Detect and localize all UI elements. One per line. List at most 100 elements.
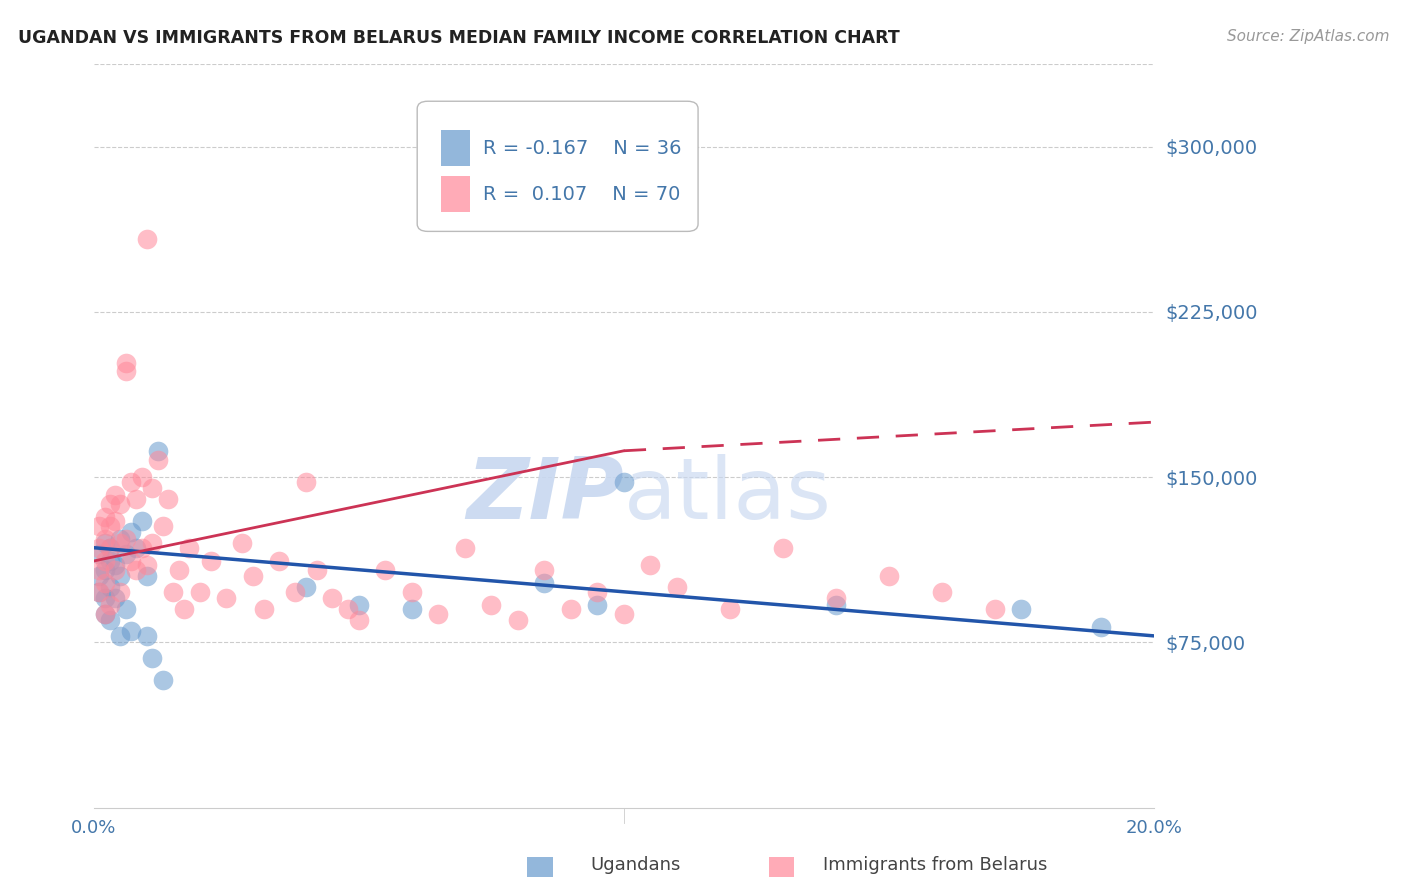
Text: Ugandans: Ugandans xyxy=(591,855,681,873)
Text: Immigrants from Belarus: Immigrants from Belarus xyxy=(823,855,1047,873)
Point xyxy=(135,569,157,583)
Point xyxy=(173,602,195,616)
Point xyxy=(347,614,370,628)
Point xyxy=(640,558,662,573)
Text: ZIP: ZIP xyxy=(467,454,624,537)
Point xyxy=(89,584,111,599)
Point xyxy=(305,563,328,577)
Text: UGANDAN VS IMMIGRANTS FROM BELARUS MEDIAN FAMILY INCOME CORRELATION CHART: UGANDAN VS IMMIGRANTS FROM BELARUS MEDIA… xyxy=(18,29,900,46)
Point xyxy=(427,607,450,621)
Point xyxy=(125,563,148,577)
Point xyxy=(89,547,111,561)
Point xyxy=(146,452,169,467)
Point xyxy=(93,576,115,591)
Point xyxy=(167,563,190,577)
Point xyxy=(284,584,307,599)
Point xyxy=(824,598,846,612)
Point xyxy=(613,475,636,489)
Point xyxy=(120,525,142,540)
Point xyxy=(152,518,174,533)
Point xyxy=(93,554,115,568)
Point xyxy=(200,554,222,568)
Point xyxy=(110,569,132,583)
Point xyxy=(114,532,136,546)
Point xyxy=(104,563,127,577)
Point xyxy=(131,541,153,555)
Point xyxy=(295,581,318,595)
Point xyxy=(104,558,127,573)
Point xyxy=(114,547,136,561)
Point xyxy=(98,541,121,555)
Point xyxy=(125,541,148,555)
Point xyxy=(215,591,238,606)
Point xyxy=(114,602,136,616)
Point xyxy=(89,569,111,583)
Point xyxy=(665,581,688,595)
Point xyxy=(104,514,127,528)
Point xyxy=(931,584,953,599)
Point xyxy=(1090,620,1112,634)
Point xyxy=(98,497,121,511)
Point xyxy=(120,475,142,489)
Point xyxy=(152,673,174,687)
Point xyxy=(104,488,127,502)
Point xyxy=(98,598,121,612)
Text: R =  0.107    N = 70: R = 0.107 N = 70 xyxy=(482,185,681,203)
Point xyxy=(560,602,582,616)
Point xyxy=(89,541,111,555)
Text: Source: ZipAtlas.com: Source: ZipAtlas.com xyxy=(1226,29,1389,44)
Point xyxy=(135,629,157,643)
Point xyxy=(110,629,132,643)
Point xyxy=(162,584,184,599)
Point xyxy=(146,443,169,458)
Point xyxy=(93,607,115,621)
Point xyxy=(110,536,132,550)
Point xyxy=(89,563,111,577)
Text: atlas: atlas xyxy=(624,454,832,537)
Point xyxy=(374,563,396,577)
Point xyxy=(454,541,477,555)
Point xyxy=(131,514,153,528)
Point xyxy=(586,584,609,599)
Point xyxy=(104,591,127,606)
Point xyxy=(93,532,115,546)
Point xyxy=(93,607,115,621)
FancyBboxPatch shape xyxy=(418,102,697,231)
Point xyxy=(98,614,121,628)
Point xyxy=(141,481,163,495)
Point xyxy=(824,591,846,606)
Point xyxy=(533,563,555,577)
Point xyxy=(321,591,343,606)
Point xyxy=(141,536,163,550)
Point xyxy=(252,602,274,616)
Point xyxy=(120,554,142,568)
Point xyxy=(110,532,132,546)
Point xyxy=(1010,602,1032,616)
Point xyxy=(613,607,636,621)
Point xyxy=(141,651,163,665)
Point xyxy=(877,569,900,583)
Point xyxy=(718,602,741,616)
Point xyxy=(984,602,1007,616)
Point xyxy=(269,554,291,568)
Point xyxy=(125,492,148,507)
Point xyxy=(772,541,794,555)
Point xyxy=(93,536,115,550)
Point xyxy=(157,492,180,507)
Point xyxy=(231,536,253,550)
Point xyxy=(347,598,370,612)
Point xyxy=(98,541,121,555)
Point xyxy=(179,541,201,555)
Bar xyxy=(440,177,470,212)
Point xyxy=(98,554,121,568)
Bar xyxy=(440,130,470,166)
Point xyxy=(295,475,318,489)
Point xyxy=(401,584,423,599)
Point xyxy=(110,584,132,599)
Point xyxy=(89,584,111,599)
Text: R = -0.167    N = 36: R = -0.167 N = 36 xyxy=(482,138,682,158)
Point xyxy=(93,509,115,524)
Point xyxy=(131,470,153,484)
Point xyxy=(89,518,111,533)
Point xyxy=(114,364,136,378)
